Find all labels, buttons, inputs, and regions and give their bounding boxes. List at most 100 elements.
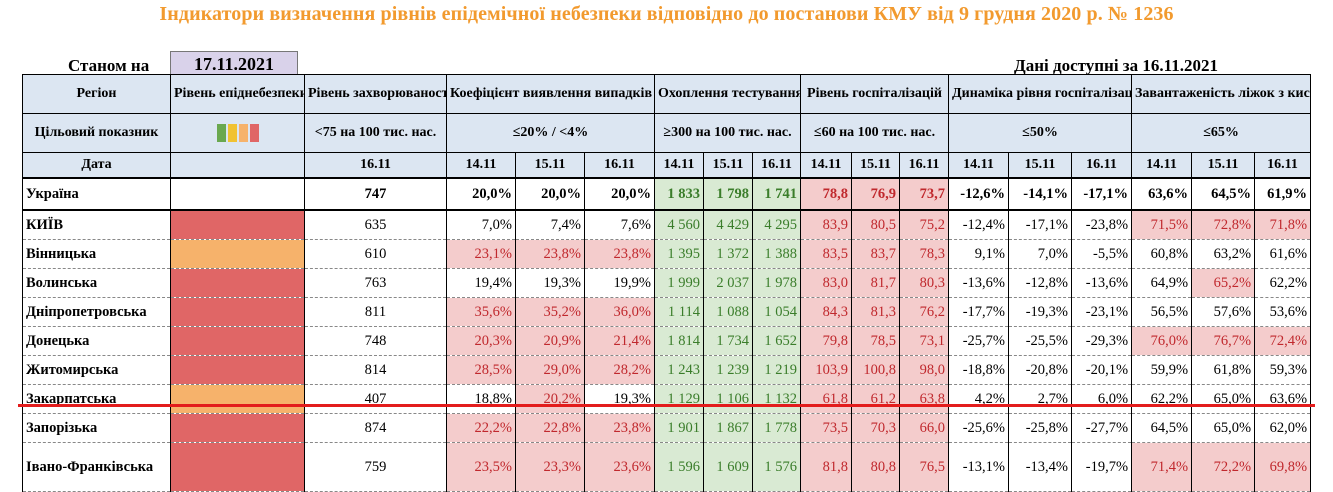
level-indicator xyxy=(170,178,305,211)
testing-value: 1 978 xyxy=(752,268,801,298)
hosp-value: 63,8 xyxy=(899,384,949,414)
table-row: Івано-Франківська 759 23,5% 23,3% 23,6% 1 596… xyxy=(22,442,1312,492)
oxygen-value: 64,5% xyxy=(1131,413,1193,443)
hosp-dyn-value: -19,3% xyxy=(1008,297,1072,327)
oxygen-value: 63,6% xyxy=(1131,178,1193,211)
date-cell: 14.11 xyxy=(948,152,1009,179)
oxygen-value: 65,0% xyxy=(1191,413,1256,443)
table-row: Дніпропетровська 811 35,6% 35,2% 36,0% 1 114 1… xyxy=(22,297,1312,327)
hosp-value: 103,9 xyxy=(800,355,852,385)
incidence-value: 814 xyxy=(304,355,447,385)
target-incidence: <75 на 100 тис. нас. xyxy=(304,113,447,153)
date-cell: 16.11 xyxy=(1070,152,1133,179)
detection-value: 28,2% xyxy=(584,355,655,385)
date-cell: 14.11 xyxy=(446,152,516,179)
detection-value: 20,0% xyxy=(446,178,516,211)
oxygen-value: 56,5% xyxy=(1131,297,1193,327)
detection-value: 23,3% xyxy=(515,442,585,492)
hosp-dyn-value: -23,1% xyxy=(1070,297,1133,327)
incidence-value: 407 xyxy=(304,384,447,414)
target-label: Цільовий показник xyxy=(22,113,171,153)
hosp-value: 80,8 xyxy=(851,442,900,492)
detection-value: 20,3% xyxy=(446,326,516,356)
oxygen-value: 61,6% xyxy=(1254,239,1312,269)
testing-value: 1 219 xyxy=(752,355,801,385)
incidence-value: 759 xyxy=(304,442,447,492)
oxygen-value: 65,2% xyxy=(1191,268,1256,298)
header-oxygen: Завантаженість ліжок з киснем xyxy=(1131,74,1312,114)
hosp-value: 81,3 xyxy=(851,297,900,327)
hosp-dyn-value: -14,1% xyxy=(1008,178,1072,211)
legend-yellow-swatch xyxy=(227,124,237,142)
detection-value: 29,0% xyxy=(515,355,585,385)
testing-value: 4 560 xyxy=(654,210,704,240)
date-cell: 15.11 xyxy=(1191,152,1256,179)
oxygen-value: 62,0% xyxy=(1254,413,1312,443)
hosp-value: 81,8 xyxy=(800,442,852,492)
testing-value: 1 388 xyxy=(752,239,801,269)
testing-value: 1 114 xyxy=(654,297,704,327)
hosp-dyn-value: -20,8% xyxy=(1008,355,1072,385)
hosp-value: 79,8 xyxy=(800,326,852,356)
header-testing: Охоплення тестуванням xyxy=(654,74,801,114)
testing-value: 2 037 xyxy=(703,268,753,298)
oxygen-value: 72,8% xyxy=(1191,210,1256,240)
header-level: Рівень епіднебезпеки xyxy=(170,74,305,114)
table-row: Житомирська 814 28,5% 29,0% 28,2% 1 243 1 239 1… xyxy=(22,355,1312,385)
hosp-dyn-value: -17,1% xyxy=(1008,210,1072,240)
detection-value: 18,8% xyxy=(446,384,516,414)
detection-value: 21,4% xyxy=(584,326,655,356)
region-name: Дніпропетровська xyxy=(22,297,171,327)
level-indicator xyxy=(170,239,305,269)
as-of-label: Станом на xyxy=(68,56,150,75)
level-indicator xyxy=(170,442,305,492)
hosp-value: 70,3 xyxy=(851,413,900,443)
header-row: Регіон Рівень епіднебезпеки Рівень захво… xyxy=(22,74,1312,114)
testing-value: 1 867 xyxy=(703,413,753,443)
hosp-dyn-value: -19,7% xyxy=(1070,442,1133,492)
testing-value: 1 243 xyxy=(654,355,704,385)
header-detection: Коефіцієнт виявлення випадків інфікуванн… xyxy=(446,74,655,114)
detection-value: 23,1% xyxy=(446,239,516,269)
level-indicator xyxy=(170,210,305,240)
region-name: КИЇВ xyxy=(22,210,171,240)
detection-value: 35,2% xyxy=(515,297,585,327)
header-region: Регіон xyxy=(22,74,171,114)
detection-value: 19,4% xyxy=(446,268,516,298)
testing-value: 1 576 xyxy=(752,442,801,492)
testing-value: 4 295 xyxy=(752,210,801,240)
hosp-value: 80,5 xyxy=(851,210,900,240)
date-cell: 14.11 xyxy=(1131,152,1193,179)
date-cell: 15.11 xyxy=(515,152,585,179)
hosp-dyn-value: -13,6% xyxy=(1070,268,1133,298)
region-name: Вінницька xyxy=(22,239,171,269)
incidence-value: 748 xyxy=(304,326,447,356)
region-name: Волинська xyxy=(22,268,171,298)
detection-value: 23,8% xyxy=(584,413,655,443)
detection-value: 20,9% xyxy=(515,326,585,356)
hosp-value: 76,9 xyxy=(851,178,900,211)
oxygen-value: 71,8% xyxy=(1254,210,1312,240)
hosp-value: 66,0 xyxy=(899,413,949,443)
detection-value: 23,8% xyxy=(584,239,655,269)
target-detection: ≤20% / <4% xyxy=(446,113,655,153)
hosp-dyn-value: 4,2% xyxy=(948,384,1009,414)
incidence-value: 610 xyxy=(304,239,447,269)
red-divider-line xyxy=(18,404,1315,407)
detection-value: 19,3% xyxy=(515,268,585,298)
incidence-value: 874 xyxy=(304,413,447,443)
detection-value: 23,6% xyxy=(584,442,655,492)
oxygen-value: 62,2% xyxy=(1254,268,1312,298)
incidence-value: 747 xyxy=(304,178,447,211)
target-hosp-dyn: ≤50% xyxy=(947,113,1133,153)
hosp-dyn-value: 9,1% xyxy=(948,239,1009,269)
legend-orange-swatch xyxy=(238,124,248,142)
detection-value: 20,0% xyxy=(584,178,655,211)
table-row-ukraine: Україна 747 20,0% 20,0% 20,0% 1 833 1 798 1 741… xyxy=(22,178,1312,211)
oxygen-value: 62,2% xyxy=(1131,384,1193,414)
testing-value: 1 088 xyxy=(703,297,753,327)
detection-value: 19,3% xyxy=(584,384,655,414)
oxygen-value: 59,9% xyxy=(1131,355,1193,385)
hosp-value: 61,2 xyxy=(851,384,900,414)
hosp-dyn-value: -12,6% xyxy=(948,178,1009,211)
